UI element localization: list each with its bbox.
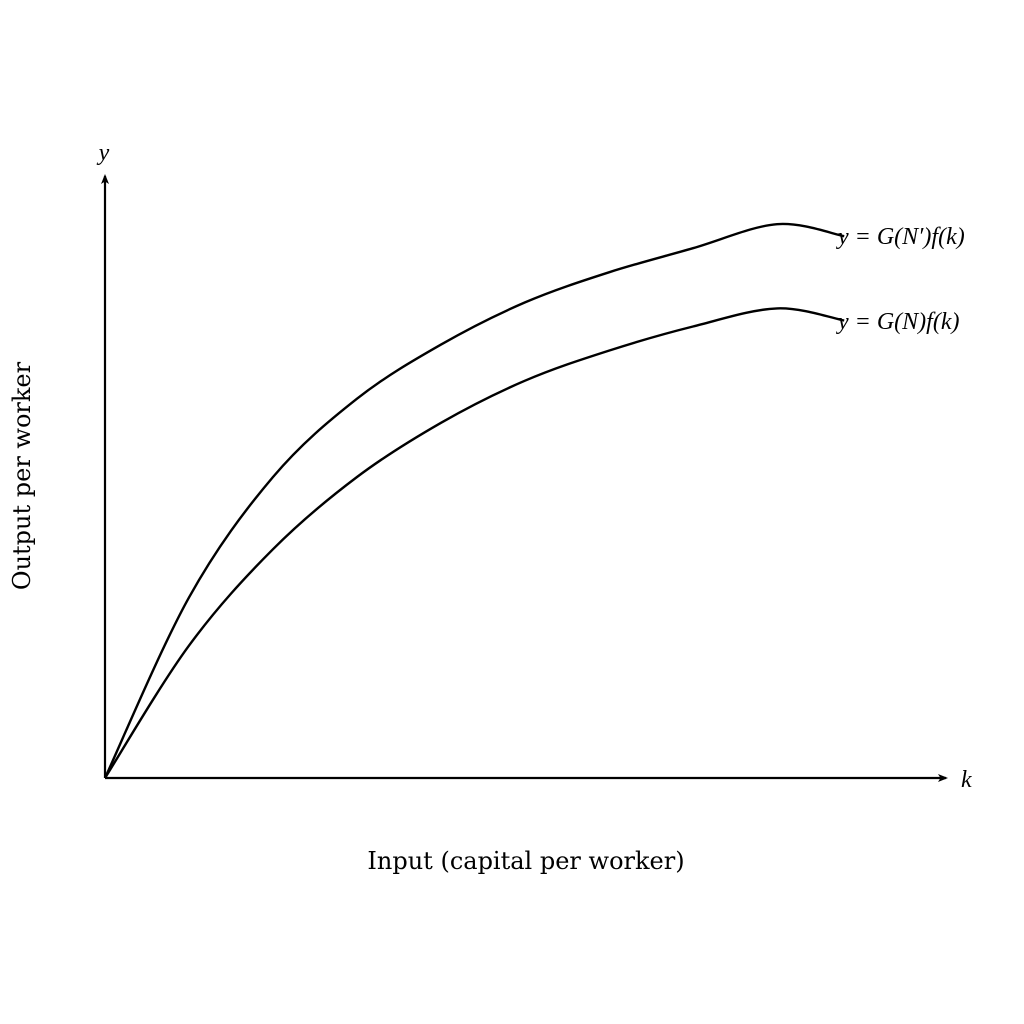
y-axis-label: Output per worker: [8, 361, 36, 590]
y-axis-symbol: y: [97, 140, 110, 166]
x-axis-label: Input (capital per worker): [367, 847, 684, 875]
series-label-lower: y = G(N)f(k): [836, 309, 959, 335]
series-label-upper: y = G(N′)f(k): [836, 224, 965, 250]
series-line-upper: [103, 222, 845, 779]
x-axis-symbol: k: [961, 767, 972, 793]
series-group: [103, 222, 845, 779]
series-line-lower: [103, 307, 845, 779]
